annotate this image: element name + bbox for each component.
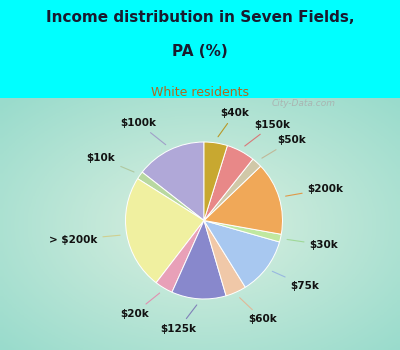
Text: $20k: $20k [120, 293, 160, 318]
Wedge shape [142, 142, 204, 220]
Wedge shape [204, 166, 282, 234]
Text: $200k: $200k [286, 184, 344, 196]
Text: $40k: $40k [218, 108, 249, 137]
Wedge shape [126, 178, 204, 283]
Wedge shape [204, 220, 281, 242]
Text: $100k: $100k [120, 118, 166, 145]
Wedge shape [156, 220, 204, 292]
Text: City-Data.com: City-Data.com [272, 99, 336, 108]
Text: $60k: $60k [240, 298, 277, 324]
Text: $30k: $30k [287, 239, 338, 250]
Wedge shape [204, 142, 227, 220]
Text: > $200k: > $200k [49, 234, 120, 245]
Text: $50k: $50k [262, 135, 306, 158]
Text: $125k: $125k [161, 305, 197, 334]
Text: $75k: $75k [272, 271, 319, 291]
Wedge shape [204, 220, 280, 287]
Wedge shape [204, 146, 253, 220]
Wedge shape [172, 220, 226, 299]
Text: White residents: White residents [151, 86, 249, 99]
Text: Income distribution in Seven Fields,: Income distribution in Seven Fields, [46, 10, 354, 25]
Text: PA (%): PA (%) [172, 44, 228, 59]
Wedge shape [204, 220, 245, 296]
Wedge shape [138, 172, 204, 220]
Text: $10k: $10k [87, 153, 134, 172]
Text: $150k: $150k [245, 120, 291, 146]
Wedge shape [204, 159, 261, 220]
